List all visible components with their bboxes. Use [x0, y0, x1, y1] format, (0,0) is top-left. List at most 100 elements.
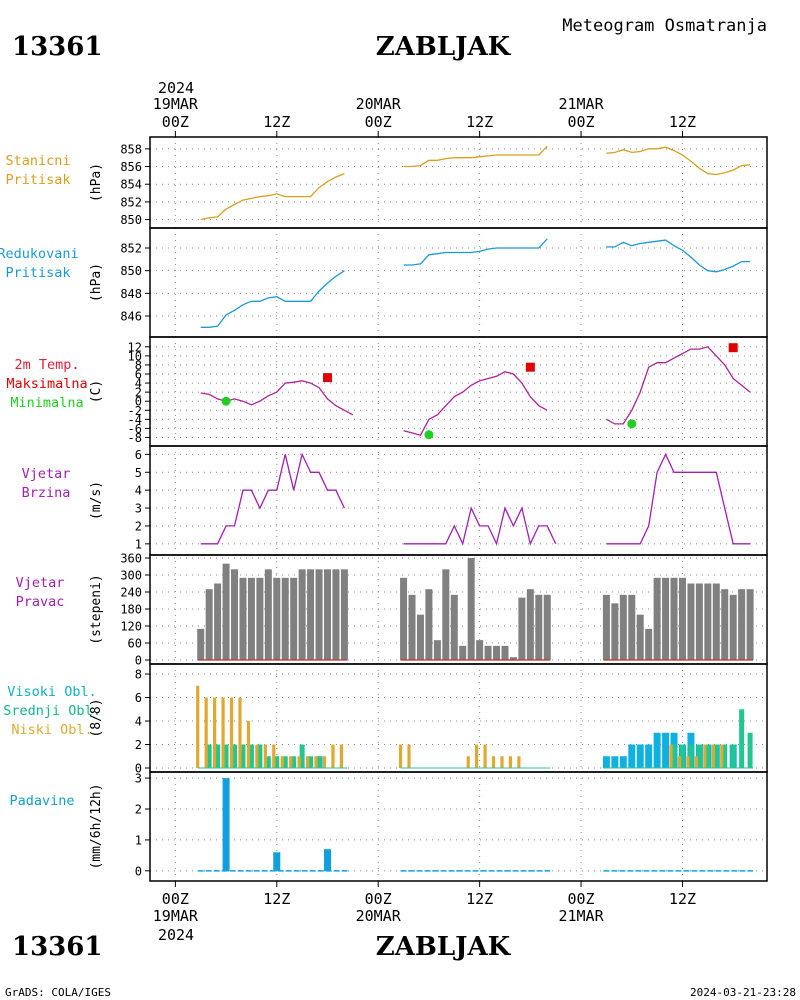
cloud-bar — [339, 744, 343, 768]
y-tick-label: 2 — [135, 738, 142, 752]
cloud-bar — [705, 744, 711, 768]
wind-direction-bar — [273, 577, 281, 660]
cloud-bar — [240, 744, 246, 768]
cloud-bar — [669, 744, 673, 768]
cloud-bar — [694, 756, 698, 768]
y-tick-label: 240 — [120, 586, 142, 600]
cloud-bar — [398, 744, 403, 768]
panel-clouds: Visoki Obl. Srednji Obl. Niski Obl.(8/8) 0 2… — [3, 663, 768, 776]
cloud-bar — [221, 697, 225, 768]
wind-direction-bar — [712, 583, 720, 660]
y-tick-label: 1 — [135, 537, 142, 551]
cloud-bar — [308, 756, 314, 768]
panel-temperature: 2m Temp. Maksimalna Minimalna (C) -8-6-4-202… — [6, 336, 768, 447]
series-line — [606, 346, 751, 425]
x-date-label-bottom: 21MAR — [558, 907, 604, 925]
wind-direction-bar — [704, 583, 712, 660]
y-tick-label: 858 — [120, 142, 142, 156]
panel-wind_speed: Vjetar Brzina (m/s) 1 2 3 4 5 6 — [22, 445, 768, 556]
series-line — [606, 146, 751, 176]
cloud-bar — [291, 756, 297, 768]
min-temp-marker — [221, 396, 231, 406]
wind-direction-bar — [535, 594, 543, 660]
cloud-bar — [238, 697, 242, 768]
x-hour-label-top: 00Z — [162, 113, 189, 131]
y-tick-label: 360 — [120, 552, 142, 566]
panel-frame — [149, 336, 768, 447]
panel-label: Brzina — [22, 485, 71, 501]
cloud-bar — [636, 744, 644, 768]
series-line — [606, 452, 751, 545]
wind-direction-bar — [264, 569, 272, 660]
panel-wind_direction: Vjetar Pravac (stepeni) 0 60 120 180 240 300 360 — [16, 552, 768, 668]
y-tick-label: 852 — [120, 242, 142, 256]
panel-label: Vjetar — [16, 575, 65, 591]
meteogram-subtitle: Meteogram Osmatranja — [562, 16, 767, 36]
wind-direction-bar — [670, 577, 678, 660]
series-line — [403, 238, 548, 266]
y-tick-label: 2 — [135, 803, 142, 817]
y-tick-label: 0 — [135, 654, 142, 668]
y-tick-label: -4 — [128, 413, 142, 427]
cloud-bar — [223, 744, 229, 768]
y-tick-label: 8 — [135, 358, 142, 372]
cloud-bar — [696, 744, 702, 768]
x-hour-label-bottom: 00Z — [568, 890, 595, 908]
footer-credit: GrADS: COLA/IGES — [5, 986, 111, 999]
cloud-bar — [263, 744, 267, 768]
precip-bar — [323, 849, 331, 871]
panel-label: Redukovani — [0, 246, 79, 262]
station-name-top: ZABLJAK — [376, 32, 512, 62]
axis-unit-label: (mm/6h/12h) — [89, 783, 104, 869]
x-hour-label-top: 00Z — [365, 113, 392, 131]
axis-unit-label: (hPa) — [89, 163, 104, 202]
cloud-bar — [645, 744, 653, 768]
series-line — [403, 145, 548, 168]
wind-direction-bar — [239, 577, 247, 660]
wind-direction-bar — [501, 645, 509, 660]
wind-direction-bar — [636, 614, 644, 660]
y-tick-label: 60 — [128, 637, 142, 651]
cloud-bar — [246, 721, 251, 768]
year-label-bottom: 2024 — [158, 926, 194, 944]
wind-direction-bar — [247, 577, 255, 660]
cloud-bar — [466, 756, 470, 768]
wind-direction-bar — [738, 589, 746, 660]
panel-station_pressure: Stanicni Pritisak (hPa) 850 852 854 856 858 — [5, 136, 768, 229]
wind-direction-bar — [315, 569, 323, 660]
series-line — [200, 270, 345, 328]
wind-direction-bar — [231, 569, 239, 660]
wind-direction-bar — [746, 589, 754, 660]
x-hour-label-top: 00Z — [568, 113, 595, 131]
x-hour-label-top: 12Z — [669, 113, 696, 131]
wind-direction-bar — [205, 589, 213, 660]
cloud-bar — [213, 697, 217, 768]
cloud-bar — [407, 744, 411, 768]
cloud-bar — [686, 756, 690, 768]
y-tick-label: -2 — [128, 404, 142, 418]
wind-direction-bar — [281, 577, 289, 660]
cloud-bar — [475, 744, 479, 768]
wind-direction-bar — [484, 645, 492, 660]
x-hour-label-bottom: 00Z — [162, 890, 189, 908]
y-tick-label: 5 — [135, 466, 142, 480]
cloud-bar — [653, 732, 661, 768]
cloud-bar — [289, 756, 293, 768]
axis-unit-label: (m/s) — [89, 481, 104, 520]
x-date-label-bottom: 20MAR — [356, 907, 402, 925]
y-tick-label: 0 — [135, 395, 142, 409]
y-tick-label: 1 — [135, 833, 142, 847]
cloud-bar — [517, 756, 521, 768]
wind-direction-bar — [450, 594, 458, 660]
axis-unit-label: (8/8) — [89, 698, 104, 737]
y-tick-label: 300 — [120, 569, 142, 583]
cloud-bar — [602, 756, 610, 768]
cloud-bar — [711, 744, 715, 768]
panel-label: Minimalna — [10, 395, 83, 411]
panel-label: Padavine — [9, 793, 74, 809]
cloud-bar — [282, 756, 288, 768]
y-tick-label: 854 — [120, 178, 142, 192]
cloud-bar — [299, 744, 305, 768]
series-line — [200, 172, 345, 221]
wind-direction-bar — [611, 603, 619, 660]
